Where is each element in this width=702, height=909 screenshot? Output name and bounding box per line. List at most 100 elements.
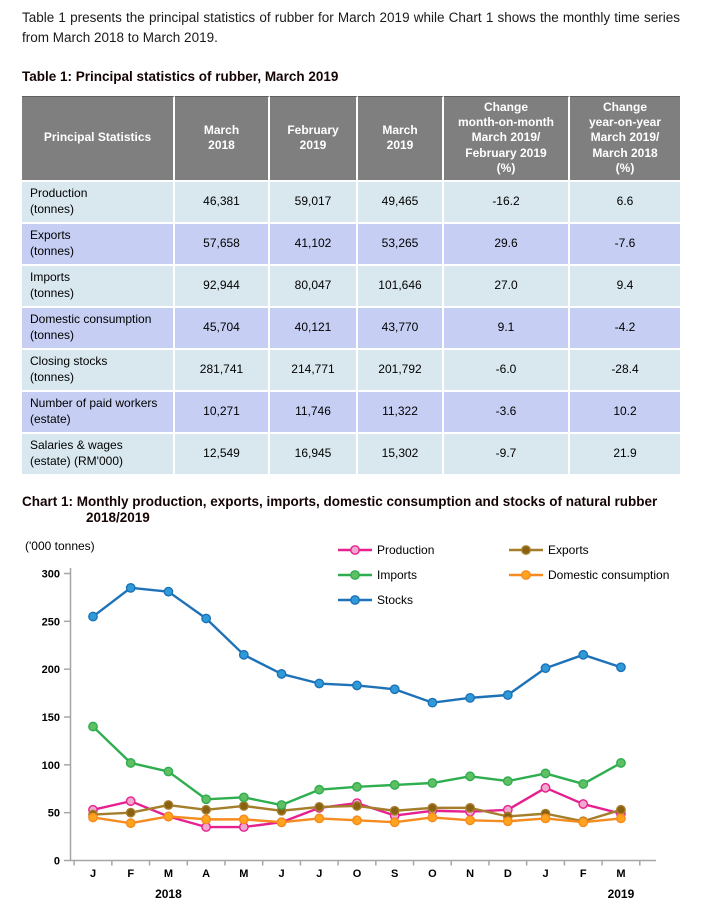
- series-marker-stocks: [88, 611, 98, 622]
- rubber-chart: ('000 tonnes) Production Imports Stocks Ex…: [22, 535, 680, 909]
- legend-label: Exports: [548, 542, 589, 557]
- series-marker-imports: [578, 779, 589, 790]
- row-label: Imports (tonnes): [22, 265, 175, 308]
- cell-value: 40,121: [270, 307, 358, 350]
- series-marker-stocks: [427, 697, 438, 708]
- series-marker-domestic-consumption: [201, 814, 212, 825]
- cell-value: 201,792: [358, 349, 444, 392]
- series-marker-domestic-consumption: [314, 813, 325, 824]
- header-february-2019: February 2019: [270, 95, 358, 182]
- intro-paragraph: Table 1 presents the principal statistic…: [22, 10, 680, 46]
- month-label: N: [466, 868, 474, 880]
- series-marker-domestic-consumption: [540, 813, 551, 824]
- legend-swatch: [509, 569, 543, 580]
- y-axis-unit-label: ('000 tonnes): [25, 539, 95, 554]
- year-label: 2018: [155, 887, 182, 901]
- series-marker-stocks: [352, 680, 362, 691]
- cell-value: 92,944: [175, 265, 270, 308]
- table-row: Salaries & wages (estate) (RM'000) 12,549…: [22, 433, 680, 476]
- series-marker-production: [125, 796, 136, 807]
- series-marker-domestic-consumption: [163, 811, 174, 822]
- cell-value: 9.1: [444, 307, 570, 350]
- series-marker-imports: [427, 778, 438, 789]
- cell-value: 53,265: [358, 223, 444, 266]
- series-marker-exports: [238, 801, 249, 812]
- month-label: J: [278, 868, 284, 880]
- cell-value: 11,746: [270, 391, 358, 434]
- series-marker-production: [540, 783, 551, 793]
- line-chart-svg: 0 50 100 150 200 250 300 J F M A M J J O S O N D J F M 2018 201…: [42, 568, 656, 901]
- cell-value: 59,017: [270, 181, 358, 224]
- series-marker-domestic-consumption: [465, 815, 475, 826]
- series-marker-domestic-consumption: [578, 817, 589, 828]
- cell-value: 101,646: [358, 265, 444, 308]
- legend-swatch: [338, 569, 372, 580]
- row-label: Exports (tonnes): [22, 223, 175, 266]
- cell-value: -3.6: [444, 391, 570, 434]
- chart-legend: Production Imports Stocks Exports Domestic …: [22, 537, 680, 627]
- series-marker-imports: [276, 800, 287, 811]
- legend-item: Production: [337, 537, 434, 562]
- series-marker-stocks: [502, 690, 513, 701]
- cell-value: 10,271: [175, 391, 270, 434]
- chart-title-line1: Chart 1: Monthly production, exports, im…: [22, 493, 658, 509]
- cell-value: 281,741: [175, 349, 270, 392]
- cell-value: 21.9: [570, 433, 680, 476]
- cell-value: 80,047: [270, 265, 358, 308]
- series-marker-stocks: [578, 650, 589, 660]
- legend-swatch: [338, 544, 372, 555]
- legend-label: Imports: [377, 567, 418, 582]
- y-tick-label: 200: [42, 664, 60, 676]
- legend-item: Stocks: [337, 587, 434, 612]
- cell-value: 29.6: [444, 223, 570, 266]
- y-tick-label: 150: [42, 712, 60, 724]
- cell-value: 11,322: [358, 391, 444, 434]
- cell-value: -6.0: [444, 349, 570, 392]
- series-marker-imports: [465, 771, 475, 782]
- month-label: D: [504, 868, 512, 880]
- series-marker-domestic-consumption: [125, 818, 136, 829]
- series-marker-exports: [352, 801, 362, 812]
- series-marker-exports: [389, 806, 400, 816]
- y-tick-label: 50: [48, 808, 60, 820]
- series-marker-exports: [465, 803, 475, 814]
- month-label: J: [542, 868, 548, 880]
- series-marker-exports: [427, 803, 438, 814]
- legend-column-1: Production Imports Stocks: [337, 537, 434, 612]
- series-marker-imports: [238, 792, 249, 803]
- series-marker-domestic-consumption: [88, 812, 98, 823]
- cell-value: -9.7: [444, 433, 570, 476]
- legend-item: Imports: [337, 562, 434, 587]
- cell-value: 41,102: [270, 223, 358, 266]
- month-label: M: [164, 868, 173, 880]
- cell-value: 214,771: [270, 349, 358, 392]
- cell-value: -4.2: [570, 307, 680, 350]
- table-row: Domestic consumption (tonnes) 45,704 40,12…: [22, 307, 680, 350]
- cell-value: 16,945: [270, 433, 358, 476]
- series-marker-stocks: [201, 613, 212, 624]
- year-label: 2019: [608, 887, 635, 901]
- series-marker-imports: [314, 785, 325, 795]
- header-change-mom: Change month-on-month March 2019/ Februa…: [444, 95, 570, 182]
- series-marker-stocks: [276, 669, 287, 680]
- legend-label: Stocks: [377, 592, 414, 607]
- series-marker-imports: [125, 758, 136, 769]
- series-marker-domestic-consumption: [276, 817, 287, 828]
- series-marker-stocks: [616, 662, 626, 673]
- series-marker-imports: [201, 794, 212, 805]
- header-march-2018: March 2018: [175, 95, 270, 182]
- series-marker-imports: [616, 758, 626, 769]
- cell-value: 15,302: [358, 433, 444, 476]
- header-march-2019: March 2019: [358, 95, 444, 182]
- table-row: Production (tonnes) 46,381 59,017 49,465 -16…: [22, 181, 680, 224]
- series-marker-domestic-consumption: [616, 813, 626, 824]
- series-marker-exports: [125, 808, 136, 818]
- table-title: Table 1: Principal statistics of rubber,…: [22, 68, 339, 84]
- table-row: Closing stocks (tonnes) 281,741 214,771 201…: [22, 349, 680, 392]
- month-label: J: [90, 868, 96, 880]
- series-marker-domestic-consumption: [352, 815, 362, 826]
- series-marker-stocks: [389, 684, 400, 695]
- row-label: Closing stocks (tonnes): [22, 349, 175, 392]
- row-label: Salaries & wages (estate) (RM'000): [22, 433, 175, 476]
- y-tick-label: 300: [42, 569, 60, 581]
